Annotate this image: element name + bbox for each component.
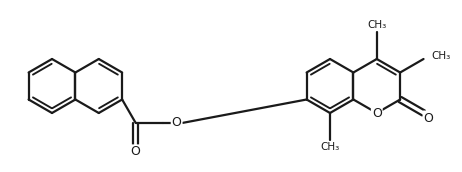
Text: O: O [172, 116, 182, 129]
Text: O: O [372, 106, 382, 120]
Text: CH₃: CH₃ [432, 51, 451, 61]
Text: O: O [131, 145, 140, 158]
Text: CH₃: CH₃ [320, 142, 340, 152]
Text: O: O [424, 111, 433, 125]
Text: CH₃: CH₃ [367, 20, 386, 30]
